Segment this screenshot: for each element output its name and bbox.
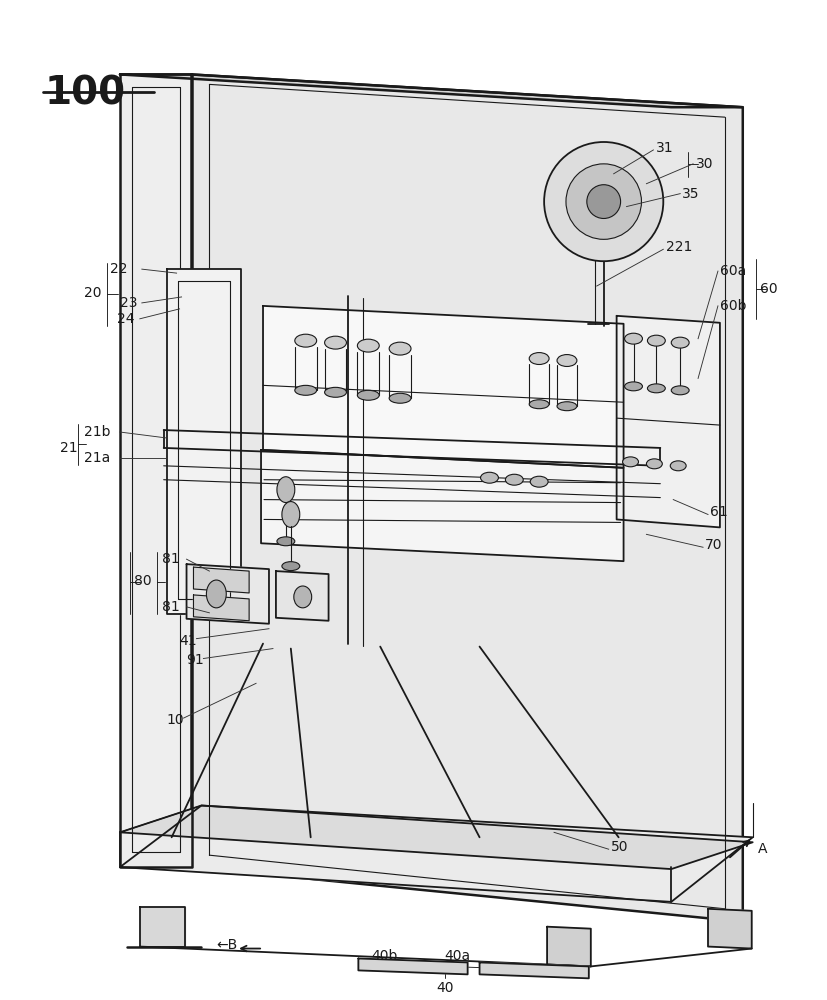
Text: 10: 10 — [167, 713, 184, 727]
Ellipse shape — [505, 474, 523, 485]
Polygon shape — [120, 74, 192, 867]
Text: 40b: 40b — [371, 949, 398, 963]
Text: 20: 20 — [84, 286, 102, 300]
Text: 50: 50 — [610, 840, 629, 854]
Polygon shape — [261, 450, 624, 561]
Text: 40: 40 — [436, 981, 453, 995]
Text: 61: 61 — [710, 505, 728, 519]
Polygon shape — [194, 595, 249, 621]
Ellipse shape — [390, 342, 411, 355]
Ellipse shape — [480, 472, 499, 483]
Ellipse shape — [282, 562, 299, 571]
Text: 81: 81 — [162, 600, 179, 614]
Polygon shape — [140, 907, 184, 947]
Text: 91: 91 — [187, 653, 204, 667]
Ellipse shape — [672, 337, 689, 348]
Text: 70: 70 — [705, 538, 723, 552]
Polygon shape — [276, 571, 328, 621]
Ellipse shape — [325, 336, 347, 349]
Polygon shape — [120, 806, 753, 869]
Text: 100: 100 — [45, 74, 126, 112]
Ellipse shape — [294, 385, 317, 395]
Text: 60: 60 — [760, 282, 777, 296]
Text: ←B: ←B — [217, 938, 237, 952]
Text: 21b: 21b — [84, 425, 111, 439]
Ellipse shape — [648, 335, 665, 346]
Polygon shape — [708, 909, 752, 949]
Polygon shape — [167, 269, 241, 614]
Text: 221: 221 — [667, 240, 693, 254]
Polygon shape — [192, 74, 743, 922]
Ellipse shape — [529, 400, 549, 409]
Text: 35: 35 — [682, 187, 700, 201]
Polygon shape — [617, 316, 720, 527]
Ellipse shape — [624, 333, 643, 344]
Polygon shape — [187, 564, 269, 624]
Text: 21: 21 — [60, 441, 78, 455]
Ellipse shape — [623, 457, 638, 467]
Ellipse shape — [557, 355, 577, 366]
Polygon shape — [358, 958, 467, 974]
Ellipse shape — [670, 461, 686, 471]
Ellipse shape — [390, 393, 411, 403]
Circle shape — [544, 142, 663, 261]
Text: 41: 41 — [179, 634, 197, 648]
Text: 21a: 21a — [84, 451, 111, 465]
Ellipse shape — [624, 382, 643, 391]
Circle shape — [566, 164, 642, 239]
Text: 40a: 40a — [445, 949, 471, 963]
Ellipse shape — [294, 334, 317, 347]
Ellipse shape — [648, 384, 665, 393]
Ellipse shape — [647, 459, 662, 469]
Text: 80: 80 — [134, 574, 151, 588]
Ellipse shape — [282, 502, 299, 527]
Polygon shape — [263, 306, 624, 468]
Circle shape — [587, 185, 620, 218]
Text: 30: 30 — [696, 157, 714, 171]
Ellipse shape — [294, 586, 312, 608]
Polygon shape — [120, 74, 743, 107]
Ellipse shape — [325, 387, 347, 397]
Text: 22: 22 — [110, 262, 127, 276]
Text: A: A — [758, 842, 767, 856]
Ellipse shape — [277, 537, 294, 546]
Text: 81: 81 — [162, 552, 179, 566]
Ellipse shape — [672, 386, 689, 395]
Polygon shape — [480, 962, 589, 978]
Ellipse shape — [277, 477, 294, 503]
Text: 31: 31 — [657, 141, 674, 155]
Ellipse shape — [357, 339, 380, 352]
Ellipse shape — [530, 476, 548, 487]
Ellipse shape — [357, 390, 380, 400]
Polygon shape — [194, 567, 249, 593]
Text: 24: 24 — [117, 312, 135, 326]
Text: 60a: 60a — [720, 264, 746, 278]
Text: 23: 23 — [120, 296, 137, 310]
Text: 60b: 60b — [720, 299, 747, 313]
Polygon shape — [547, 927, 590, 966]
Ellipse shape — [557, 402, 577, 411]
Ellipse shape — [529, 353, 549, 364]
Ellipse shape — [207, 580, 227, 608]
Polygon shape — [120, 806, 753, 902]
